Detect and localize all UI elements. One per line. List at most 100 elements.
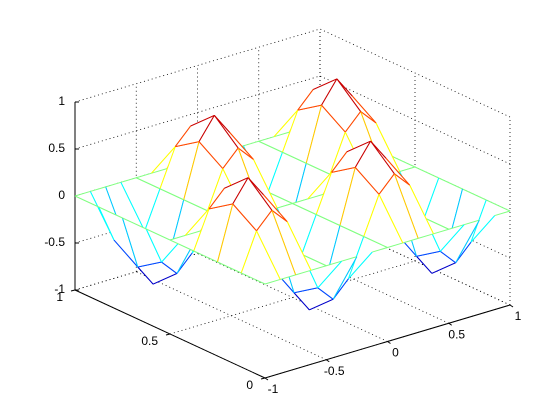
mesh-edge — [273, 109, 299, 138]
mesh-edge — [370, 140, 395, 175]
mesh-edge — [341, 256, 358, 262]
mesh-edge — [463, 219, 480, 226]
mesh-edge — [494, 210, 511, 217]
mesh-edge — [113, 239, 139, 268]
mesh-edge — [316, 214, 341, 226]
grid-line — [319, 75, 511, 165]
mesh-edge — [193, 208, 210, 252]
mesh-edge — [297, 89, 314, 111]
mesh-edge — [424, 217, 449, 230]
x-tick-label: -1 — [268, 382, 279, 396]
mesh-edge — [385, 157, 411, 186]
mesh-face — [399, 167, 439, 221]
mesh-edge — [222, 147, 239, 169]
mesh-edge — [252, 159, 278, 209]
mesh-edge — [378, 173, 395, 195]
mesh-edge — [417, 233, 434, 239]
mesh-edge — [120, 177, 137, 183]
mesh-edge — [137, 266, 154, 285]
mesh-face — [321, 78, 361, 133]
mesh-face — [175, 115, 215, 147]
mesh-edge — [169, 234, 186, 241]
mesh-edge — [136, 172, 152, 179]
mesh-edge — [394, 173, 410, 186]
mesh-edge — [317, 287, 334, 300]
mesh-edge — [331, 166, 356, 173]
mesh-face — [238, 148, 278, 213]
mesh-edge — [217, 203, 234, 263]
mesh-edge — [256, 230, 281, 280]
mesh-face — [306, 105, 346, 175]
grid-line — [319, 216, 511, 306]
mesh-edge — [409, 184, 434, 235]
mesh-face — [241, 230, 281, 284]
mesh-edge — [416, 250, 441, 257]
grid-line — [258, 234, 449, 324]
mesh-edge — [146, 228, 171, 241]
mesh-edge — [268, 192, 293, 204]
mesh-face — [170, 208, 210, 251]
mesh-edge — [315, 172, 333, 215]
x-tick-label: 1 — [515, 309, 522, 323]
mesh-edge — [213, 115, 239, 149]
mesh-edge — [240, 230, 258, 274]
mesh-edge — [344, 111, 362, 133]
mesh-face — [193, 203, 233, 262]
mesh-edge — [280, 274, 296, 280]
mesh-edge — [354, 140, 372, 168]
x-tick — [325, 359, 330, 363]
mesh-face — [440, 220, 480, 263]
mesh-face — [317, 256, 357, 300]
mesh-edge — [399, 166, 416, 173]
mesh-edge — [169, 239, 194, 252]
y-tick — [165, 333, 171, 336]
mesh-edge — [455, 241, 472, 264]
mesh-edge — [137, 261, 162, 268]
mesh-edge — [232, 203, 257, 232]
mesh-edge — [305, 104, 323, 164]
z-tick-label: -0.5 — [44, 235, 65, 249]
mesh-edge — [277, 203, 293, 209]
mesh-face — [416, 251, 456, 274]
mesh-edge — [208, 187, 225, 210]
mesh-edge — [286, 221, 312, 271]
mesh-edge — [292, 203, 317, 215]
mesh-edge — [300, 214, 317, 257]
mesh-edge — [455, 219, 480, 263]
mesh-edge — [266, 152, 283, 195]
mesh-edge — [332, 256, 358, 300]
mesh-edge — [159, 188, 184, 201]
mesh-edge — [208, 203, 233, 210]
mesh-edge — [331, 151, 348, 173]
mesh-edge — [145, 228, 163, 263]
grid-line — [197, 253, 388, 342]
y-tick — [70, 289, 76, 292]
mesh-edge — [363, 236, 388, 248]
mesh-edge — [271, 210, 297, 276]
mesh-edge — [237, 147, 254, 160]
mesh-edge — [438, 177, 463, 190]
mesh-edge — [326, 260, 342, 267]
mesh-face — [282, 105, 322, 164]
mesh-face — [292, 172, 332, 215]
mesh-face — [209, 177, 249, 209]
mesh-edge — [282, 151, 307, 164]
x-tick — [387, 341, 391, 344]
mesh-edge — [258, 136, 275, 142]
mesh-edge — [329, 131, 346, 175]
mesh-face — [363, 194, 403, 248]
mesh-edge — [307, 193, 324, 200]
mesh-edge — [183, 199, 208, 212]
mesh-face — [258, 110, 298, 153]
mesh-face — [232, 177, 272, 231]
mesh-edge — [332, 278, 349, 300]
mesh-face — [277, 203, 317, 257]
mesh-face — [470, 200, 510, 243]
mesh-edge — [207, 168, 224, 211]
mesh-edge — [98, 206, 115, 241]
z-tick-label: 0.5 — [48, 141, 65, 155]
mesh-edge — [431, 262, 456, 274]
mesh-face — [137, 262, 177, 285]
mesh-face — [160, 141, 200, 200]
